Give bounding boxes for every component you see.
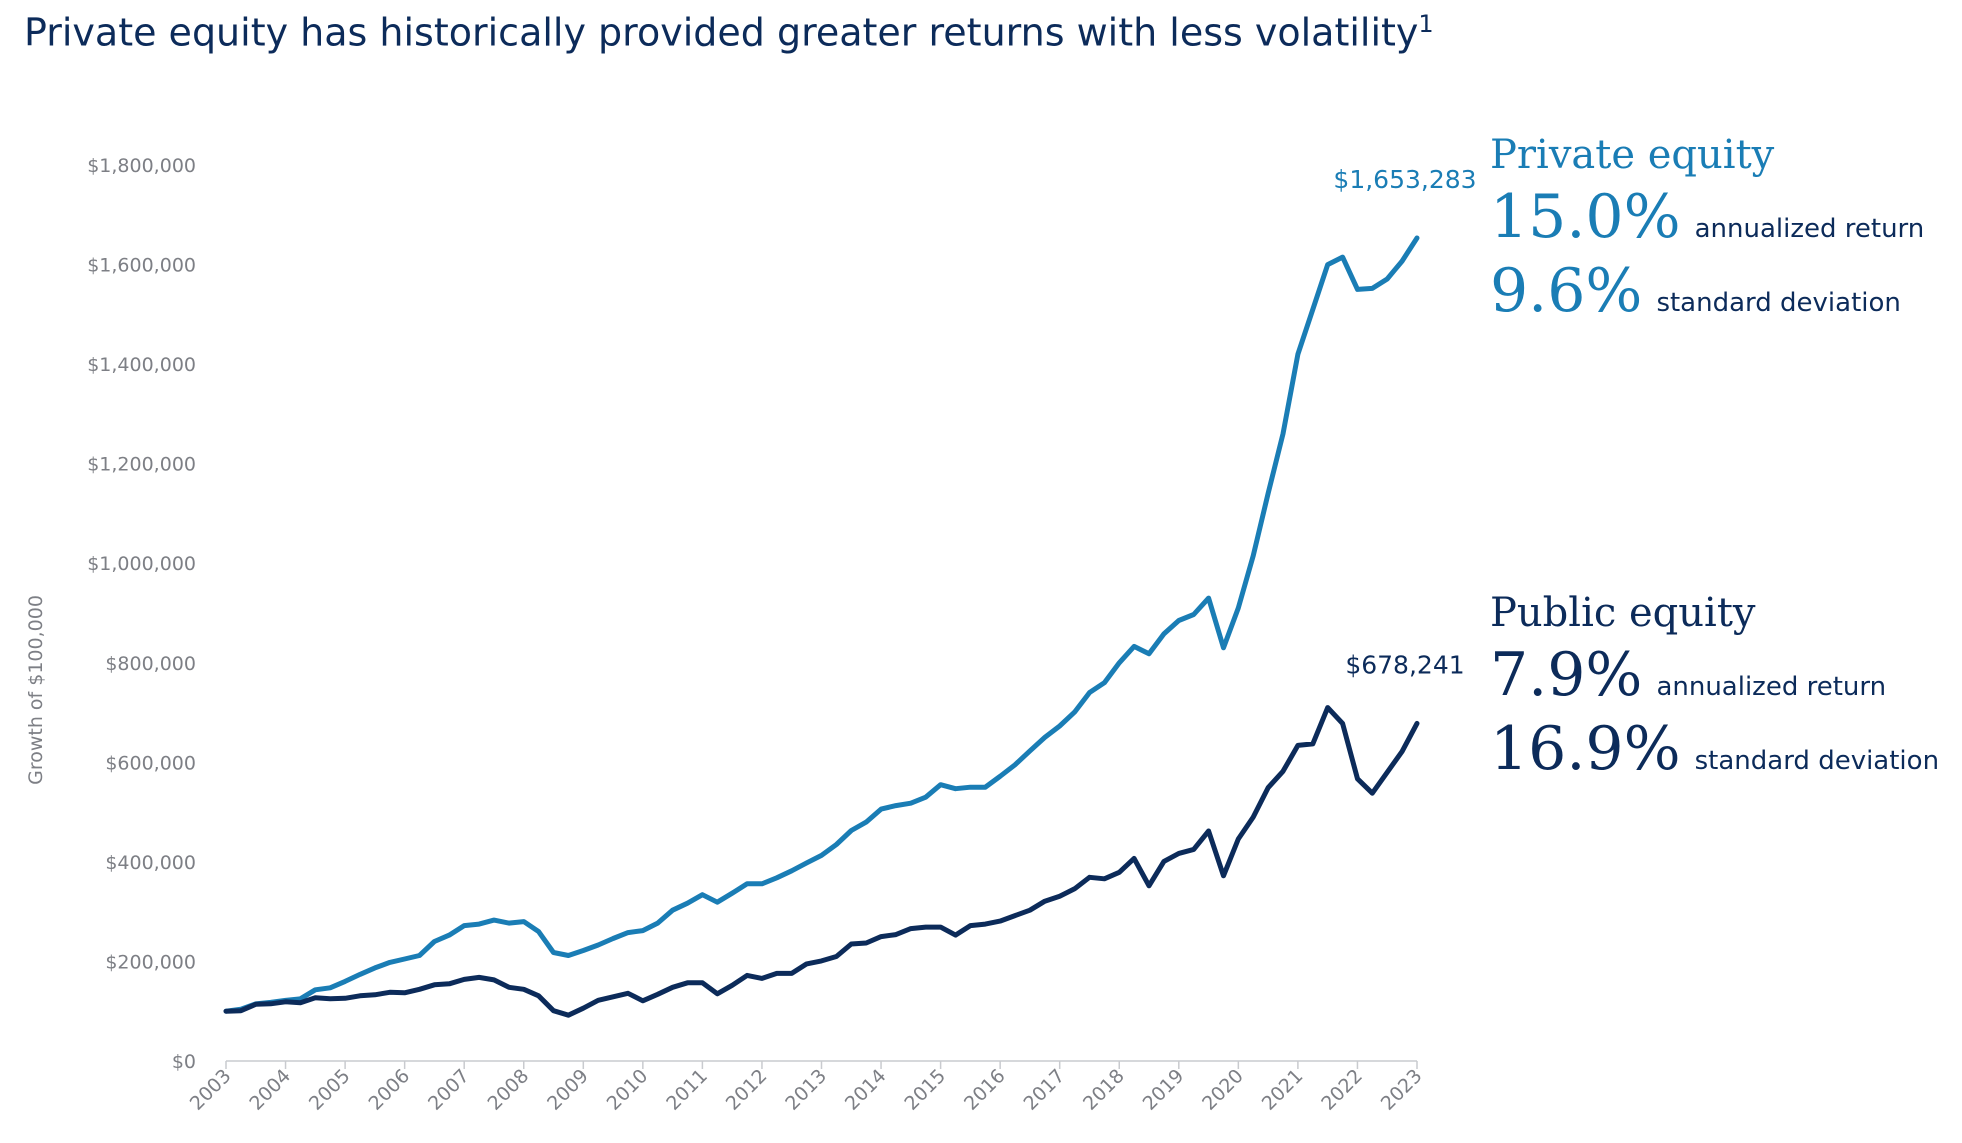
x-tick-label: 2021 bbox=[1258, 1065, 1308, 1115]
y-tick-label: $1,800,000 bbox=[87, 155, 196, 177]
public-equity-end-value: $678,241 bbox=[1345, 650, 1464, 679]
private-equity-line bbox=[223, 235, 1420, 1014]
y-tick-label: $1,200,000 bbox=[87, 454, 196, 476]
public-equity-line bbox=[223, 705, 1420, 1018]
y-tick-label: $1,400,000 bbox=[87, 354, 196, 376]
public-equity-return-row: 7.9% annualized return bbox=[1490, 640, 1939, 710]
x-tick-label: 2014 bbox=[841, 1065, 891, 1115]
x-tick-label: 2016 bbox=[960, 1065, 1010, 1115]
public-equity-return-value: 7.9% bbox=[1490, 640, 1643, 710]
chart-title-text: Private equity has historically provided… bbox=[24, 10, 1419, 55]
x-axis-ticks: 2003 2004 2005 2006 2007 2008 2009 2010 2011 2012… bbox=[186, 1061, 1427, 1115]
x-tick-label: 2012 bbox=[722, 1065, 772, 1115]
x-tick-label: 2022 bbox=[1317, 1065, 1367, 1115]
x-tick-label: 2005 bbox=[305, 1065, 355, 1115]
x-tick-label: 2011 bbox=[662, 1065, 712, 1115]
y-axis-label: Growth of $100,000 bbox=[25, 595, 47, 785]
x-tick-label: 2015 bbox=[900, 1065, 950, 1115]
private-equity-stdev-label: standard deviation bbox=[1656, 288, 1901, 318]
y-tick-label: $1,000,000 bbox=[87, 553, 196, 575]
end-labels: $1,653,283 $678,241 bbox=[1333, 165, 1476, 679]
private-equity-stdev-value: 9.6% bbox=[1490, 256, 1643, 326]
title-footnote-marker: 1 bbox=[1418, 10, 1434, 38]
chart-title: Private equity has historically provided… bbox=[24, 10, 1434, 55]
public-equity-panel-title: Public equity bbox=[1490, 590, 1756, 636]
y-tick-label: $800,000 bbox=[105, 653, 196, 675]
private-equity-end-value: $1,653,283 bbox=[1333, 165, 1476, 194]
x-tick-label: 2010 bbox=[603, 1065, 653, 1115]
private-equity-return-row: 15.0% annualized return bbox=[1490, 182, 1924, 252]
private-equity-return-value: 15.0% bbox=[1490, 182, 1681, 252]
y-tick-label: $200,000 bbox=[105, 951, 196, 973]
y-axis-ticks: $0 $200,000 $400,000 $600,000 $800,000 $1,000… bbox=[87, 155, 196, 1073]
y-tick-label: $1,600,000 bbox=[87, 255, 196, 277]
x-tick-label: 2013 bbox=[781, 1065, 831, 1115]
x-tick-label: 2019 bbox=[1139, 1065, 1189, 1115]
x-tick-label: 2009 bbox=[543, 1065, 593, 1115]
x-tick-label: 2023 bbox=[1377, 1065, 1427, 1115]
y-tick-label: $0 bbox=[172, 1051, 196, 1073]
x-tick-label: 2020 bbox=[1198, 1065, 1248, 1115]
private-equity-panel-title: Private equity bbox=[1490, 132, 1775, 178]
public-equity-return-label: annualized return bbox=[1656, 672, 1887, 702]
private-equity-return-label: annualized return bbox=[1694, 214, 1925, 244]
x-tick-label: 2004 bbox=[245, 1065, 295, 1115]
y-tick-label: $600,000 bbox=[105, 752, 196, 774]
series-layer bbox=[223, 235, 1420, 1018]
y-tick-label: $400,000 bbox=[105, 852, 196, 874]
private-equity-stdev-row: 9.6% standard deviation bbox=[1490, 256, 1924, 326]
private-equity-panel: Private equity 15.0% annualized return 9.… bbox=[1490, 132, 1924, 326]
public-equity-stdev-label: standard deviation bbox=[1694, 746, 1940, 776]
x-tick-label: 2006 bbox=[364, 1065, 414, 1115]
x-tick-label: 2008 bbox=[484, 1065, 534, 1115]
x-tick-label: 2007 bbox=[424, 1065, 474, 1115]
public-equity-stdev-row: 16.9% standard deviation bbox=[1490, 714, 1939, 784]
public-equity-panel: Public equity 7.9% annualized return 16.9… bbox=[1490, 590, 1939, 784]
x-tick-label: 2017 bbox=[1019, 1065, 1069, 1115]
public-equity-stdev-value: 16.9% bbox=[1490, 714, 1681, 784]
x-tick-label: 2018 bbox=[1079, 1065, 1129, 1115]
